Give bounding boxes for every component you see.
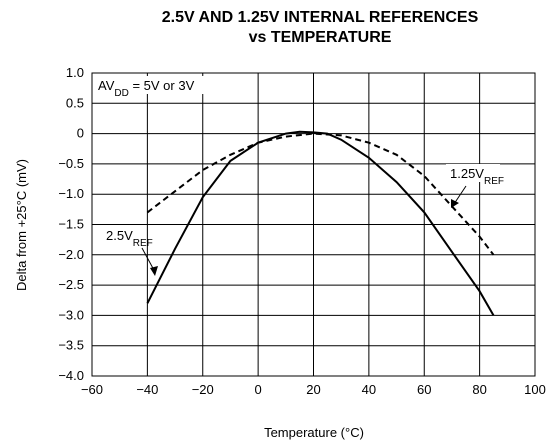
- x-tick-label: 0: [255, 382, 262, 397]
- series-name: 1.25V: [450, 166, 484, 181]
- series-label: 2.5VREF: [106, 228, 153, 249]
- series-line: [146, 130, 495, 316]
- series-sub: REF: [484, 176, 504, 187]
- label-bg: [102, 226, 146, 244]
- y-tick-label: 1.0: [66, 65, 84, 80]
- series-name: 2.5V: [106, 228, 133, 243]
- note: AVDD = 5V or 3V: [98, 78, 195, 99]
- plot-frame: [91, 72, 536, 377]
- arrowhead: [451, 199, 459, 208]
- y-tick-label: −2.0: [58, 247, 84, 262]
- series-label: 1.25VREF: [450, 166, 504, 187]
- chart-title: 2.5V AND 1.25V INTERNAL REFERENCES: [162, 9, 479, 26]
- series-line: [146, 132, 495, 256]
- x-tick-label: −40: [136, 382, 158, 397]
- y-tick-label: −3.5: [58, 338, 84, 353]
- x-tick-label: 40: [362, 382, 376, 397]
- arrowhead: [150, 266, 158, 276]
- x-tick-label: −60: [81, 382, 103, 397]
- x-tick-label: 80: [472, 382, 486, 397]
- x-tick-label: −20: [192, 382, 214, 397]
- x-tick-label: 20: [306, 382, 320, 397]
- note-sub: DD: [114, 88, 128, 99]
- series-sub: REF: [133, 238, 153, 249]
- y-tick-label: −2.5: [58, 277, 84, 292]
- y-tick-label: −1.5: [58, 217, 84, 232]
- y-tick-label: −3.0: [58, 307, 84, 322]
- y-axis-label: Delta from +25°C (mV): [14, 159, 29, 291]
- x-tick-label: 60: [417, 382, 431, 397]
- label-bg: [446, 164, 500, 182]
- note-text: AV: [98, 78, 115, 93]
- arrow: [453, 185, 467, 205]
- chart-title: vs TEMPERATURE: [249, 29, 392, 46]
- x-axis-label: Temperature (°C): [264, 425, 364, 440]
- y-tick-label: −4.0: [58, 368, 84, 383]
- note-tail: = 5V or 3V: [129, 78, 195, 93]
- y-tick-label: −1.0: [58, 186, 84, 201]
- note-bg: [95, 76, 247, 94]
- y-tick-label: 0: [77, 126, 84, 141]
- x-tick-label: 100: [524, 382, 546, 397]
- y-tick-label: 0.5: [66, 95, 84, 110]
- y-tick-label: −0.5: [58, 156, 84, 171]
